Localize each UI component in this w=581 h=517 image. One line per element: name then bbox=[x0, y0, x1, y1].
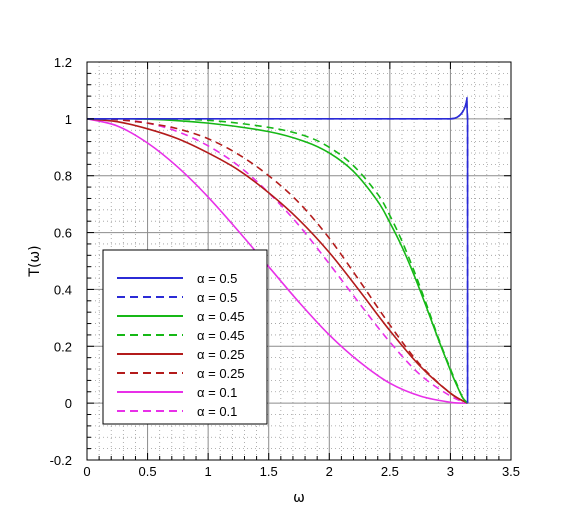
legend: α = 0.5 α = 0.5 α = 0.45 α = 0.45 α = 0.25 α … bbox=[102, 249, 268, 425]
legend-label: α = 0.25 bbox=[197, 366, 245, 381]
x-tick-label: 2.5 bbox=[381, 464, 399, 479]
legend-label: α = 0.1 bbox=[197, 385, 237, 400]
series-line bbox=[86, 118, 468, 404]
series-line bbox=[86, 118, 468, 404]
x-tick-label: 3.5 bbox=[502, 464, 520, 479]
ticks-layer bbox=[86, 61, 512, 461]
legend-label: α = 0.5 bbox=[197, 271, 237, 286]
x-tick-label: 3 bbox=[447, 464, 454, 479]
y-tick-label: -0.2 bbox=[50, 453, 72, 468]
tick-labels: 0 0.5 1 1.5 2 2.5 3 3.5 -0.2 0 0.2 0.4 0.6 0.8 1 1.2 bbox=[50, 55, 520, 479]
plot-frame bbox=[86, 61, 512, 461]
legend-label: α = 0.25 bbox=[197, 347, 245, 362]
y-tick-label: 0.2 bbox=[54, 339, 72, 354]
x-tick-label: 0.5 bbox=[139, 464, 157, 479]
y-tick-label: 0.4 bbox=[54, 282, 72, 297]
x-axis-title: ω bbox=[293, 490, 305, 506]
legend-label: α = 0.1 bbox=[197, 404, 237, 419]
x-tick-label: 1.5 bbox=[260, 464, 278, 479]
legend-label: α = 0.45 bbox=[197, 309, 245, 324]
y-tick-label: 1.2 bbox=[54, 55, 72, 70]
y-tick-label: 1 bbox=[65, 112, 72, 127]
x-tick-label: 1 bbox=[205, 464, 212, 479]
y-tick-label: 0.8 bbox=[54, 169, 72, 184]
y-tick-label: 0 bbox=[65, 396, 72, 411]
series-line bbox=[87, 97, 469, 404]
y-axis-title: T(ω) bbox=[27, 245, 43, 277]
x-tick-label: 0 bbox=[83, 464, 90, 479]
series-line bbox=[86, 118, 468, 404]
legend-label: α = 0.5 bbox=[197, 290, 237, 305]
series-line bbox=[86, 117, 469, 404]
minor-grid bbox=[87, 62, 511, 460]
y-tick-label: 0.6 bbox=[54, 226, 72, 241]
series-layer bbox=[86, 97, 469, 404]
x-tick-label: 2 bbox=[326, 464, 333, 479]
legend-label: α = 0.45 bbox=[197, 328, 245, 343]
